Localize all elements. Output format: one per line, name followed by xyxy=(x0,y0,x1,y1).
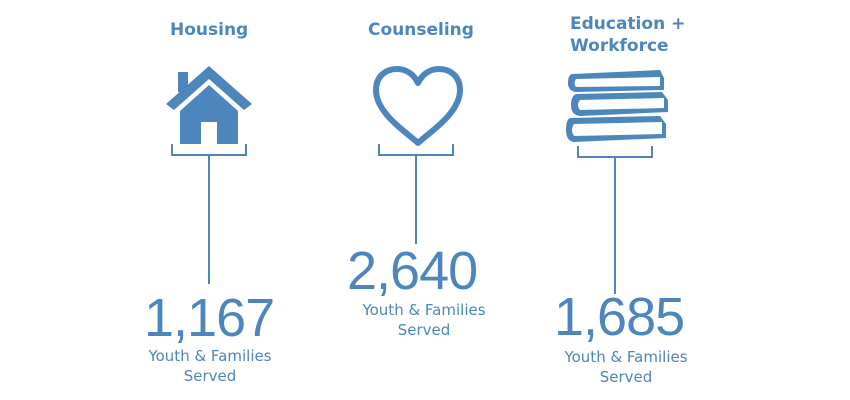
counseling-stat-label-line1: Youth & Families xyxy=(362,301,486,319)
housing-stat-label-line2: Served xyxy=(183,367,237,385)
housing-connector-line xyxy=(208,156,210,284)
heart-icon xyxy=(371,64,465,152)
counseling-stat-label-line2: Served xyxy=(397,321,451,339)
housing-stat-label: Youth & Families Served xyxy=(120,346,300,386)
housing-stat-value: 1,167 xyxy=(144,288,275,348)
education-stat-label-line1: Youth & Families xyxy=(564,348,688,366)
education-title: Education + Workforce xyxy=(570,13,685,57)
counseling-bracket xyxy=(378,144,454,156)
education-title-line1: Education + xyxy=(570,14,686,34)
books-icon xyxy=(564,64,670,150)
education-connector-line xyxy=(614,158,616,294)
counseling-connector-line xyxy=(415,156,417,244)
counseling-stat-value: 2,640 xyxy=(347,241,478,301)
education-title-line2: Workforce xyxy=(570,36,669,56)
housing-bracket xyxy=(171,144,247,156)
education-stat-label-line2: Served xyxy=(599,368,653,386)
housing-title: Housing xyxy=(170,20,249,40)
housing-column: Housing 1,167 Youth & Families Served xyxy=(0,0,300,400)
education-stat-label: Youth & Families Served xyxy=(536,347,716,387)
counseling-title: Counseling xyxy=(368,20,474,40)
house-icon xyxy=(164,64,254,150)
counseling-stat-label: Youth & Families Served xyxy=(334,300,514,340)
housing-stat-label-line1: Youth & Families xyxy=(148,347,272,365)
education-bracket xyxy=(577,146,653,158)
education-column: Education + Workforce 1,685 Youth & Fami… xyxy=(520,0,850,400)
education-stat-value: 1,685 xyxy=(554,287,685,347)
counseling-column: Counseling 2,640 Youth & Families Served xyxy=(300,0,550,400)
